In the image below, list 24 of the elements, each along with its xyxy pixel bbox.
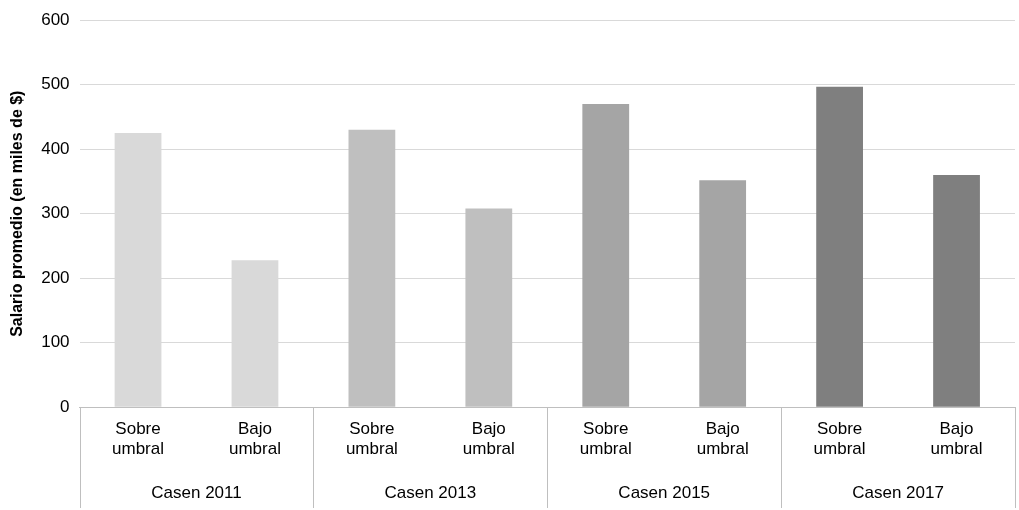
- bar: [933, 175, 980, 407]
- x-tick-label: Sobre umbral: [813, 419, 866, 459]
- x-tick-label: Bajo umbral: [696, 419, 749, 459]
- y-tick-label: 500: [41, 74, 70, 94]
- bar: [816, 86, 863, 407]
- x-tick-label: Bajo umbral: [462, 419, 515, 459]
- bar: [699, 180, 747, 407]
- y-tick-label: 200: [41, 267, 70, 287]
- x-tick-label: Bajo umbral: [930, 419, 983, 459]
- x-tick-label: Sobre umbral: [345, 419, 398, 459]
- y-tick-label: 600: [41, 9, 70, 29]
- bar: [582, 104, 630, 407]
- text: Casen 2011: [151, 482, 242, 502]
- x-tick-label: Bajo umbral: [228, 419, 281, 459]
- text: Casen 2017: [852, 482, 944, 502]
- x-tick-label: Sobre umbral: [112, 419, 165, 459]
- y-tick-label: 0: [60, 396, 70, 416]
- text: Casen 2013: [384, 482, 477, 502]
- y-tick-label: 300: [41, 203, 70, 223]
- y-tick-label: 400: [41, 138, 70, 158]
- y-axis-title: Salario promedio (en miles de $): [8, 90, 26, 337]
- y-tick-label: 100: [41, 332, 70, 352]
- x-tick-label: Sobre umbral: [579, 419, 632, 459]
- text: Casen 2015: [618, 482, 711, 502]
